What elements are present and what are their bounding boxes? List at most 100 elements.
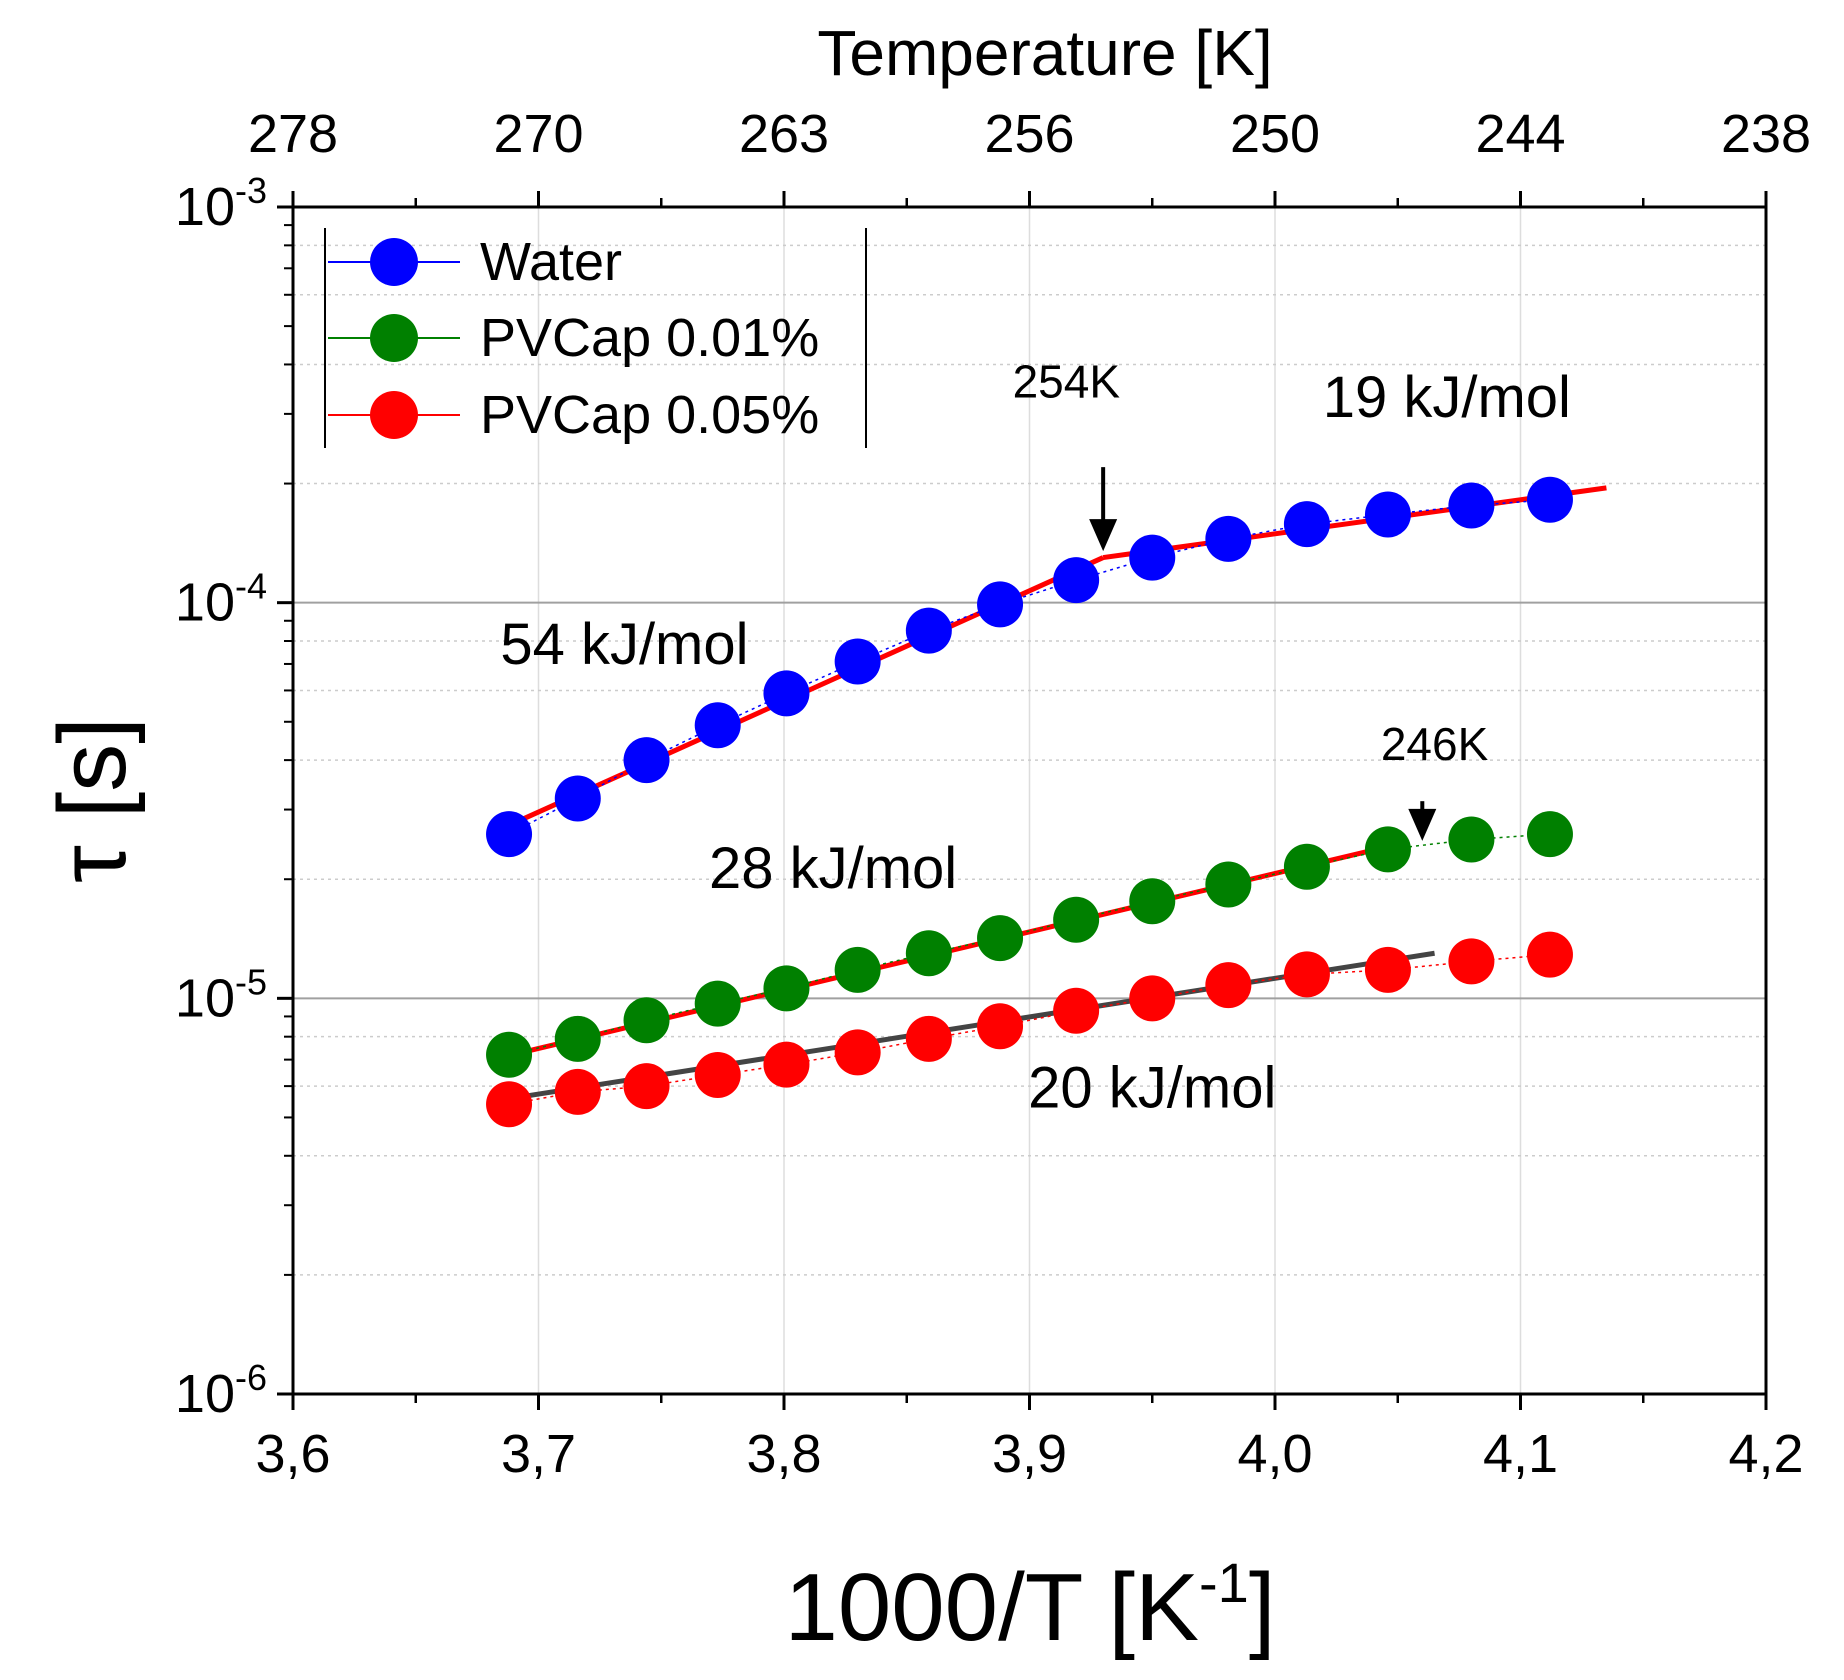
legend-label-water: Water	[480, 232, 622, 292]
data-point	[1205, 861, 1252, 908]
series-line	[508, 499, 1551, 835]
data-point	[1053, 987, 1100, 1034]
data-point	[1053, 896, 1100, 943]
data-point	[1283, 951, 1330, 998]
data-point	[1526, 811, 1573, 858]
y-tick-exponent: -5	[235, 961, 267, 1002]
data-point	[486, 811, 533, 858]
data-point	[834, 1029, 881, 1076]
data-point	[905, 930, 952, 977]
grid-lines	[293, 207, 1766, 1394]
legend-item-pvcap-001: PVCap 0.01%	[328, 308, 819, 368]
y-tick-exponent: -6	[235, 1357, 267, 1398]
x-tick-label: 3,6	[255, 1424, 330, 1484]
y-tick-label: 10-4	[175, 566, 267, 633]
data-point	[905, 607, 952, 654]
arrow-246K-head	[1408, 808, 1437, 841]
data-point	[1448, 938, 1495, 985]
x-tick-label: 4,1	[1483, 1424, 1558, 1484]
x-tick-label: 4,0	[1237, 1424, 1312, 1484]
data-point	[1205, 515, 1252, 562]
data-point	[1364, 946, 1411, 993]
legend-item-pvcap-005: PVCap 0.05%	[328, 385, 819, 445]
data-point	[763, 965, 810, 1012]
data-point	[763, 1041, 810, 1088]
data-point	[486, 1081, 533, 1128]
series-1	[486, 811, 1573, 1078]
legend-item-water: Water	[328, 232, 622, 292]
top-tick-label: 238	[1721, 104, 1811, 164]
label-28: 28 kJ/mol	[709, 836, 957, 901]
data-points	[486, 476, 1573, 1128]
data-point	[1448, 816, 1495, 863]
top-tick-label: 278	[248, 104, 338, 164]
data-point	[486, 1031, 533, 1078]
label-54: 54 kJ/mol	[500, 612, 748, 677]
data-point	[623, 737, 670, 784]
y-axis-title: τ [s]	[39, 717, 146, 883]
y-tick-exponent: -4	[235, 566, 267, 607]
data-point	[1205, 962, 1252, 1009]
data-point	[694, 980, 741, 1027]
x-axis-title-exponent: -1	[1199, 1551, 1249, 1614]
y-tick-base: 10	[175, 968, 235, 1028]
legend-marker-pvcap-001	[370, 314, 418, 362]
y-tick-base: 10	[175, 177, 235, 237]
data-point	[1129, 534, 1176, 581]
data-point	[1129, 878, 1176, 925]
water-fit-low-T	[1102, 485, 1607, 561]
label-20: 20 kJ/mol	[1028, 1055, 1276, 1120]
legend-marker-water	[370, 238, 418, 286]
y-tick-label: 10-5	[175, 961, 267, 1028]
x-tick-label: 3,9	[992, 1424, 1067, 1484]
label-254K: 254K	[1013, 356, 1121, 408]
data-point	[1129, 975, 1176, 1022]
top-tick-label: 244	[1475, 104, 1565, 164]
top-tick-label: 256	[984, 104, 1074, 164]
data-point	[623, 1063, 670, 1110]
data-point	[763, 670, 810, 717]
pvcap-005-fit	[513, 950, 1435, 1101]
data-point	[977, 1003, 1024, 1050]
y-tick-exponent: -3	[235, 170, 267, 211]
label-19: 19 kJ/mol	[1323, 365, 1571, 430]
y-tick-base: 10	[175, 573, 235, 633]
data-point	[834, 946, 881, 993]
top-tick-label: 270	[493, 104, 583, 164]
x-axis-title-main: 1000/T [K	[785, 1554, 1200, 1661]
series-2	[486, 931, 1573, 1128]
data-point	[1283, 843, 1330, 890]
data-point	[1364, 826, 1411, 873]
data-point	[977, 915, 1024, 962]
data-point	[554, 775, 601, 822]
top-tick-label: 250	[1230, 104, 1320, 164]
x-tick-label: 3,7	[501, 1424, 576, 1484]
data-point	[623, 997, 670, 1044]
data-point	[1526, 476, 1573, 523]
y-tick-label: 10-6	[175, 1357, 267, 1424]
data-point	[977, 581, 1024, 628]
x-tick-label: 3,8	[746, 1424, 821, 1484]
data-point	[1526, 931, 1573, 978]
data-point	[1364, 491, 1411, 538]
legend-label-pvcap-005: PVCap 0.05%	[480, 385, 819, 445]
data-point	[694, 1052, 741, 1099]
top-axis-title: Temperature [K]	[817, 17, 1272, 89]
legend-label-pvcap-001: PVCap 0.01%	[480, 308, 819, 368]
x-axis-title: 1000/T [K-1]	[785, 1551, 1276, 1661]
label-246K: 246K	[1381, 718, 1489, 770]
legend: Water PVCap 0.01% PVCap 0.05%	[324, 228, 867, 448]
data-point	[1448, 482, 1495, 529]
series-0	[486, 476, 1573, 858]
legend-marker-pvcap-005	[370, 391, 418, 439]
axis-ticks: 3,6 3,7 3,8 3,9 4,0 4,1 4,2 278 270 263 256 250 244 2…	[175, 104, 1811, 1484]
x-tick-label: 4,2	[1728, 1424, 1803, 1484]
annotations: 54 kJ/mol 19 kJ/mol 28 kJ/mol 20 kJ/mol 254K…	[500, 356, 1571, 1121]
data-point	[694, 702, 741, 749]
x-axis-title-bracket: ]	[1249, 1554, 1276, 1661]
data-point	[905, 1015, 952, 1062]
data-point	[834, 638, 881, 685]
arrow-254K-head	[1089, 519, 1118, 552]
data-point	[554, 1068, 601, 1115]
